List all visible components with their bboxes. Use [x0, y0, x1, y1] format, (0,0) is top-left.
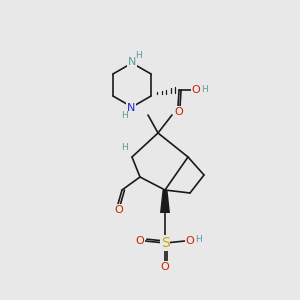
Text: H: H	[136, 52, 142, 61]
Polygon shape	[160, 190, 170, 213]
Text: H: H	[121, 142, 128, 152]
Text: S: S	[160, 236, 169, 250]
Text: N: N	[127, 103, 135, 113]
Text: H: H	[121, 110, 128, 119]
Text: O: O	[192, 85, 200, 95]
Text: O: O	[115, 205, 123, 215]
Text: O: O	[136, 236, 144, 246]
Text: N: N	[128, 57, 136, 67]
Text: H: H	[201, 85, 207, 94]
Text: H: H	[195, 236, 201, 244]
Text: O: O	[160, 262, 169, 272]
Text: O: O	[175, 107, 183, 117]
Text: O: O	[186, 236, 194, 246]
